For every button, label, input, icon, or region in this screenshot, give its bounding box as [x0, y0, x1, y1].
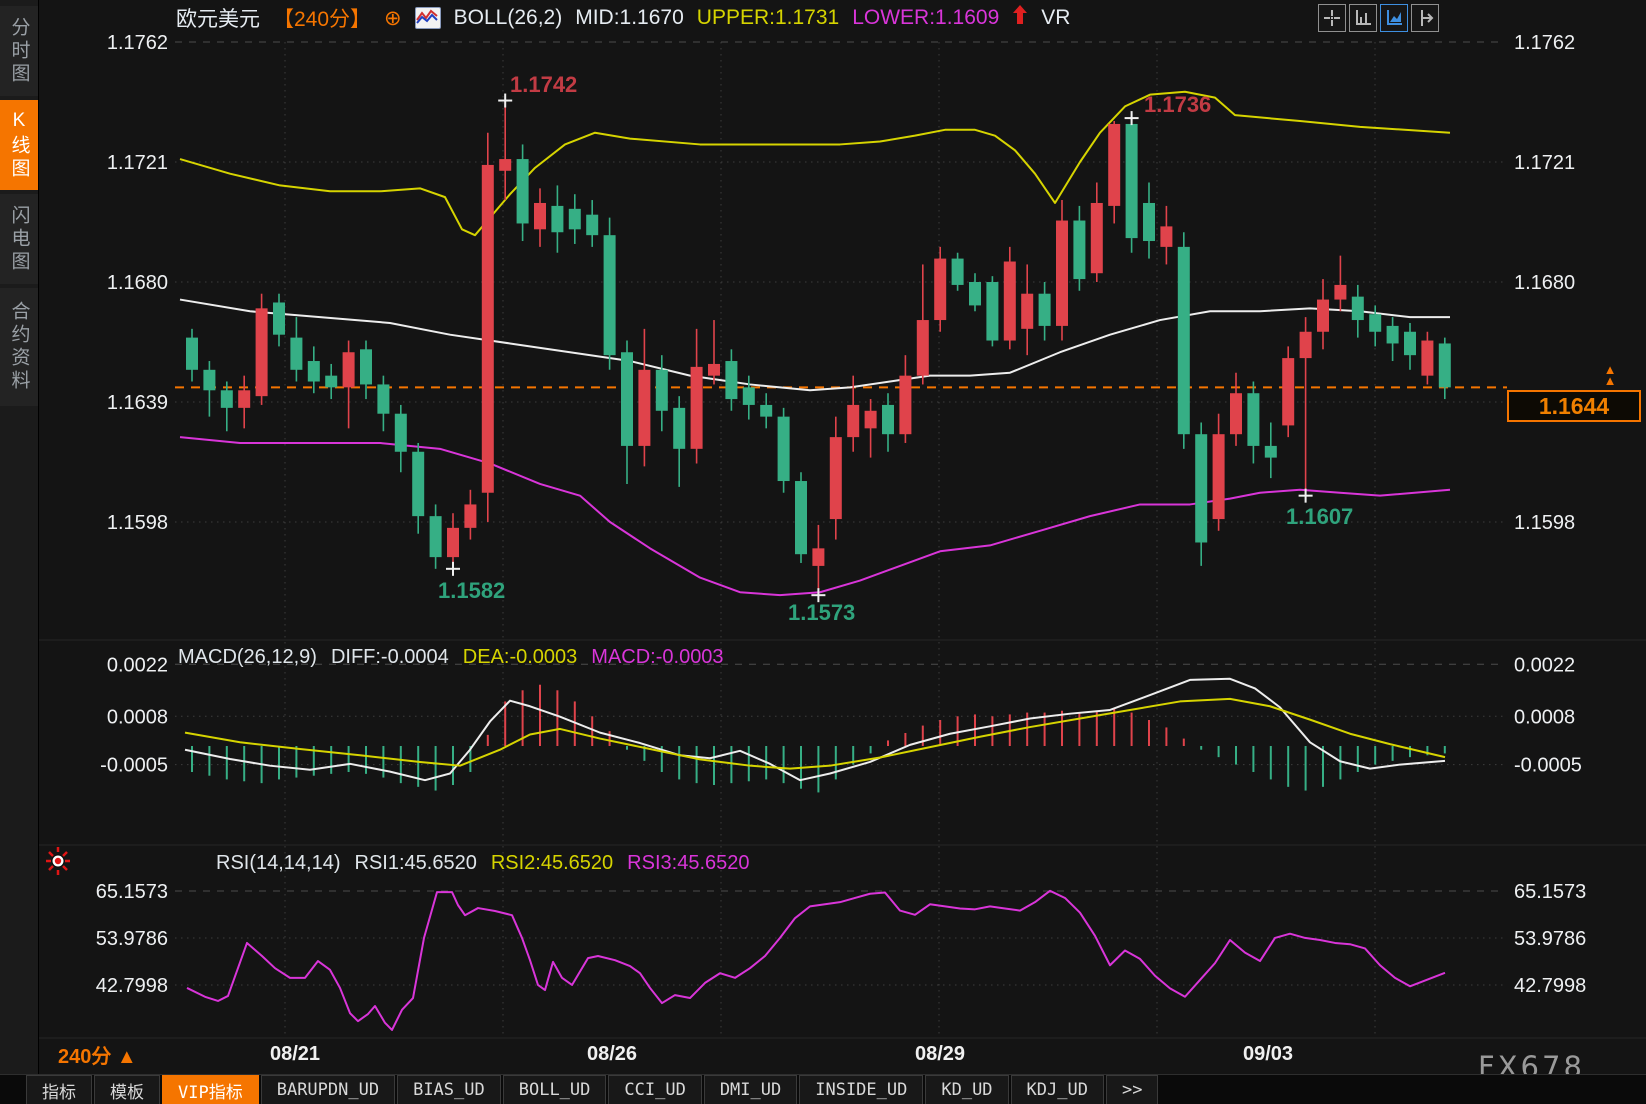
svg-text:-0.0005: -0.0005	[1514, 755, 1582, 777]
chart-toolbar	[1318, 4, 1439, 32]
svg-text:1.1762: 1.1762	[107, 32, 168, 54]
tab-barupdn-ud[interactable]: BARUPDN_UD	[260, 1075, 396, 1104]
macd-title: MACD(26,12,9)	[178, 646, 317, 668]
svg-text:1.1742: 1.1742	[510, 72, 577, 97]
chart-header: 欧元美元 【240分】 ⊕ BOLL(26,2) MID:1.1670 UPPE…	[176, 0, 1070, 36]
svg-text:1.1639: 1.1639	[107, 392, 168, 414]
move-crosshair-icon[interactable]	[1318, 4, 1346, 32]
line-chart-icon[interactable]	[1380, 4, 1408, 32]
svg-text:0.0008: 0.0008	[107, 706, 168, 728]
svg-text:53.9786: 53.9786	[1514, 928, 1586, 950]
boll-mid-value: MID:1.1670	[575, 6, 684, 29]
alert-flash-icon[interactable]	[44, 846, 72, 881]
tab-templates[interactable]: 模板	[94, 1075, 160, 1104]
macd-macd-value: MACD:-0.0003	[591, 646, 724, 668]
macd-lines	[184, 677, 1446, 782]
svg-text:1.1762: 1.1762	[1514, 32, 1575, 54]
svg-text:42.7998: 42.7998	[96, 975, 168, 997]
rsi1-value: RSI1:45.6520	[354, 852, 477, 874]
svg-text:65.1573: 65.1573	[1514, 881, 1586, 903]
rsi-line	[186, 889, 1446, 1031]
tab-bias-ud[interactable]: BIAS_UD	[397, 1075, 501, 1104]
indicator-tab-bar: 指标 模板 VIP指标 BARUPDN_UD BIAS_UD BOLL_UD C…	[0, 1074, 1646, 1104]
svg-text:1.1721: 1.1721	[107, 152, 168, 174]
tab-more[interactable]: >>	[1105, 1075, 1159, 1104]
svg-text:1.1680: 1.1680	[107, 272, 168, 294]
price-axis: 1.1762 1.1762 1.1721 1.1721 1.1680 1.1680 1.16…	[107, 32, 1575, 534]
macd-header: MACD(26,12,9) DIFF:-0.0004 DEA:-0.0003 M…	[178, 646, 724, 669]
price-annotations: 1.1742 1.1736 1.1607 1.1582 1.1573	[438, 72, 1353, 625]
svg-text:1.1607: 1.1607	[1286, 504, 1353, 529]
sidebar-item-contract-info[interactable]: 合约资料	[0, 288, 38, 406]
macd-diff-value: DIFF:-0.0004	[330, 646, 449, 668]
x-axis-date: 09/03	[1242, 1043, 1294, 1065]
boll-lower-value: LOWER:1.1609	[852, 6, 1000, 29]
boll-upper-value: UPPER:1.1731	[696, 6, 840, 29]
up-arrow-icon	[1012, 4, 1028, 32]
svg-text:1.1598: 1.1598	[1514, 512, 1575, 534]
vr-indicator-label: VR	[1041, 6, 1071, 29]
period-selector[interactable]: 240分 ▲	[58, 1046, 137, 1068]
svg-text:1.1680: 1.1680	[1514, 272, 1575, 294]
x-axis-date: 08/26	[586, 1043, 638, 1065]
tab-cci-ud[interactable]: CCI_UD	[608, 1075, 702, 1104]
rsi-title: RSI(14,14,14)	[216, 852, 341, 874]
macd-dea-value: DEA:-0.0003	[462, 646, 578, 668]
candlestick-series	[186, 100, 1451, 596]
tab-inside-ud[interactable]: INSIDE_UD	[799, 1075, 924, 1104]
svg-text:-0.0005: -0.0005	[100, 755, 168, 777]
tab-boll-ud[interactable]: BOLL_UD	[502, 1075, 607, 1104]
svg-text:0.0022: 0.0022	[1514, 654, 1575, 676]
price-up-arrows-icon: ▲ ▲	[1603, 362, 1617, 388]
svg-text:1.1582: 1.1582	[438, 578, 505, 603]
tab-indicators[interactable]: 指标	[26, 1075, 92, 1104]
rsi3-value: RSI3:45.6520	[627, 852, 750, 874]
crosshair-target-icon[interactable]: ⊕	[384, 6, 402, 30]
bar-scale-icon[interactable]	[1411, 4, 1439, 32]
current-price-badge: 1.1644	[1507, 390, 1641, 422]
axis-scale-icon[interactable]	[1349, 4, 1377, 32]
svg-text:65.1573: 65.1573	[96, 881, 168, 903]
sidebar-item-timeline-chart[interactable]: 分时图	[0, 6, 38, 96]
rsi2-value: RSI2:45.6520	[490, 852, 614, 874]
rsi-axis: 65.1573 65.1573 53.9786 53.9786 42.7998 42.79…	[96, 881, 1587, 997]
svg-text:0.0008: 0.0008	[1514, 706, 1575, 728]
tab-dmi-ud[interactable]: DMI_UD	[703, 1075, 798, 1104]
svg-text:1.1721: 1.1721	[1514, 152, 1575, 174]
sidebar-item-flash-chart[interactable]: 闪电图	[0, 194, 38, 284]
indicator-chart-icon[interactable]	[414, 7, 441, 29]
tab-kd-ud[interactable]: KD_UD	[925, 1075, 1009, 1104]
svg-text:0.0022: 0.0022	[107, 654, 168, 676]
svg-text:1.1573: 1.1573	[788, 600, 855, 625]
grid-lines	[284, 42, 1376, 1036]
svg-text:1.1598: 1.1598	[107, 512, 168, 534]
extreme-markers	[446, 93, 1313, 603]
svg-text:53.9786: 53.9786	[96, 928, 168, 950]
x-axis-date: 08/29	[914, 1043, 966, 1065]
sidebar-item-kline-chart[interactable]: K线图	[0, 100, 38, 190]
tab-kdj-ud[interactable]: KDJ_UD	[1010, 1075, 1104, 1104]
rsi-header: RSI(14,14,14) RSI1:45.6520 RSI2:45.6520 …	[216, 852, 750, 875]
tab-vip-indicators[interactable]: VIP指标	[162, 1075, 259, 1104]
symbol-name: 欧元美元	[176, 8, 260, 31]
boll-indicator-label: BOLL(26,2)	[453, 6, 563, 29]
svg-text:1.1736: 1.1736	[1144, 92, 1211, 117]
bollinger-bands	[179, 90, 1451, 597]
macd-axis: 0.0022 0.0022 0.0008 0.0008 -0.0005 -0.0005	[100, 654, 1582, 776]
x-axis-date: 08/21	[269, 1043, 321, 1065]
period-tag[interactable]: 【240分】	[273, 8, 372, 31]
svg-text:42.7998: 42.7998	[1514, 975, 1586, 997]
left-sidebar: 分时图 K线图 闪电图 合约资料	[0, 0, 39, 1104]
